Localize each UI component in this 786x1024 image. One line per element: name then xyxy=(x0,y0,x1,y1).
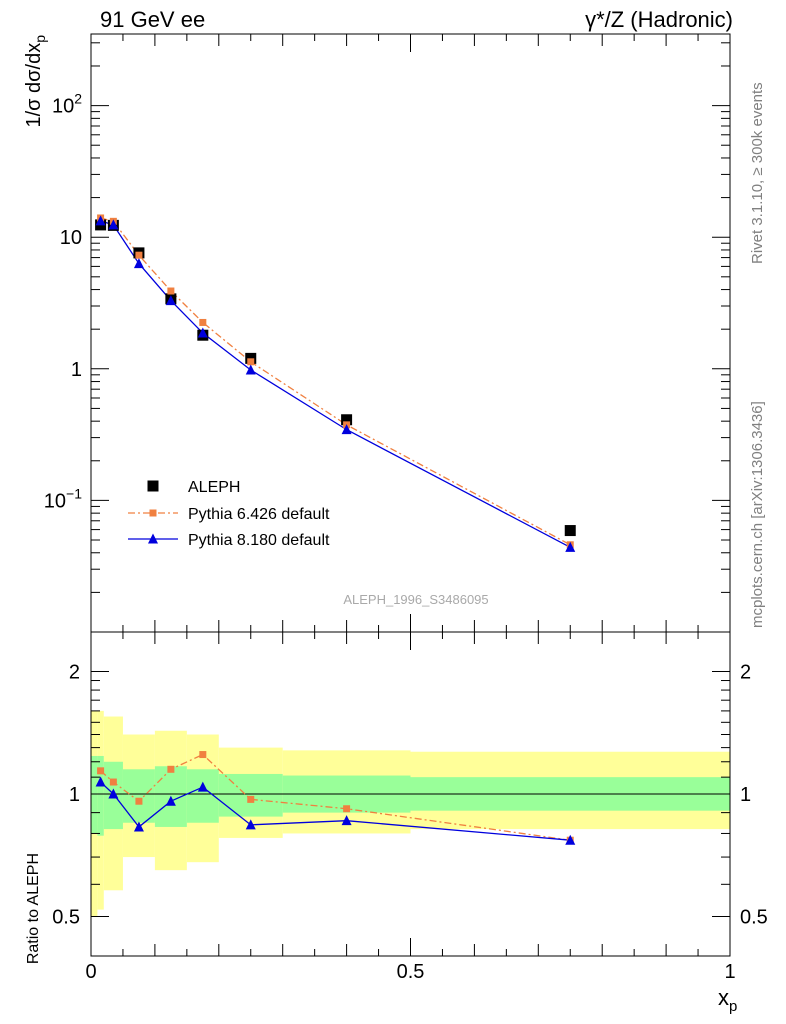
ratio-pythia6-point-1 xyxy=(109,778,117,786)
rivet-note: Rivet 3.1.10, ≥ 300k events xyxy=(749,82,766,264)
pythia6-line xyxy=(100,217,571,546)
main-y-tick-label-3: 102 xyxy=(52,91,82,118)
ratio-pythia8-line xyxy=(100,781,571,841)
legend-marker-aleph xyxy=(147,480,159,492)
x-tick-label-2: 1 xyxy=(724,961,735,983)
pythia8-point-6 xyxy=(341,424,352,435)
ratio-pythia6-point-4 xyxy=(199,751,207,759)
legend-marker-pythia6 xyxy=(149,509,157,517)
legend: ALEPH Pythia 6.426 default Pythia 8.180 de… xyxy=(128,479,330,549)
mcplots-note: mcplots.cern.ch [arXiv:1306.3436] xyxy=(749,401,766,628)
x-tick-label-0: 0 xyxy=(85,961,96,983)
ratio-pythia8-point-1 xyxy=(108,788,119,799)
main-y-tick-label-0: 10−1 xyxy=(44,485,82,512)
ratio-pythia6-point-5 xyxy=(247,795,255,803)
pythia8-point-4 xyxy=(197,327,208,338)
aleph-point-7 xyxy=(564,525,576,537)
pythia8-point-1 xyxy=(108,219,119,230)
pythia8-point-7 xyxy=(565,541,576,552)
pythia8-point-0 xyxy=(95,215,106,226)
ratio-y-tick-label-right-0: 0.5 xyxy=(740,907,768,929)
ratio-pythia6-point-6 xyxy=(343,805,351,813)
band-inner-1 xyxy=(97,755,104,836)
pythia8-point-5 xyxy=(245,364,256,375)
ratio-pythia8-point-6 xyxy=(341,815,352,826)
main-y-tick-label-1: 1 xyxy=(71,359,82,381)
main-plot-frame xyxy=(90,33,731,633)
main-series xyxy=(95,214,576,552)
x-axis-label: xp xyxy=(718,985,737,1015)
ratio-pythia8-point-5 xyxy=(245,819,256,830)
main-axis-ticks: 10−1 1 10 102 xyxy=(44,34,731,633)
plot-title-right: γ*/Z (Hadronic) xyxy=(585,7,733,32)
legend-label-1: Pythia 6.426 default xyxy=(188,506,330,523)
ratio-y-axis-label: Ratio to ALEPH xyxy=(25,853,42,964)
ratio-pythia6-point-0 xyxy=(97,767,105,775)
legend-label-2: Pythia 8.180 default xyxy=(188,532,330,549)
aleph-point-6 xyxy=(341,414,353,426)
ratio-pythia6-point-2 xyxy=(135,797,143,805)
ratio-pythia8-point-4 xyxy=(197,781,208,792)
ratio-axis-ticks: 0 0.5 1 0.5 0.5 1 1 2 2 xyxy=(52,632,768,983)
pythia8-line xyxy=(100,220,571,548)
ratio-y-tick-label-left-0: 0.5 xyxy=(52,907,80,929)
ratio-y-tick-label-left-2: 2 xyxy=(69,661,80,683)
ratio-pythia8-point-3 xyxy=(165,795,176,806)
pythia8-point-3 xyxy=(165,295,176,306)
ratio-pythia6-line xyxy=(100,753,571,841)
ratio-series xyxy=(95,751,576,845)
ratio-pythia8-point-2 xyxy=(133,821,144,832)
ratio-y-tick-label-right-1: 1 xyxy=(740,784,751,806)
ratio-uncertainty-bands xyxy=(91,710,730,917)
legend-label-0: ALEPH xyxy=(188,479,240,496)
main-y-axis-label: 1/σ dσ/dxp xyxy=(23,35,48,128)
pythia8-point-2 xyxy=(133,258,144,269)
band-inner-6 xyxy=(218,773,283,817)
pythia6-point-4 xyxy=(199,318,207,326)
pythia6-point-3 xyxy=(167,287,175,295)
band-inner-0 xyxy=(91,755,98,834)
main-y-tick-label-2: 10 xyxy=(60,227,82,249)
ratio-pythia8-point-0 xyxy=(95,776,106,787)
analysis-watermark: ALEPH_1996_S3486095 xyxy=(343,592,488,607)
ratio-pythia8-point-7 xyxy=(565,834,576,845)
pythia6-point-5 xyxy=(247,358,255,366)
legend-marker-pythia8 xyxy=(148,533,158,544)
ratio-y-tick-label-left-1: 1 xyxy=(69,784,80,806)
band-inner-3 xyxy=(122,769,155,823)
x-tick-label-1: 0.5 xyxy=(397,961,425,983)
ratio-pythia6-point-3 xyxy=(167,765,175,773)
pythia6-point-2 xyxy=(135,251,143,259)
ratio-y-tick-label-right-2: 2 xyxy=(740,661,751,683)
plot-title-left: 91 GeV ee xyxy=(100,7,205,32)
